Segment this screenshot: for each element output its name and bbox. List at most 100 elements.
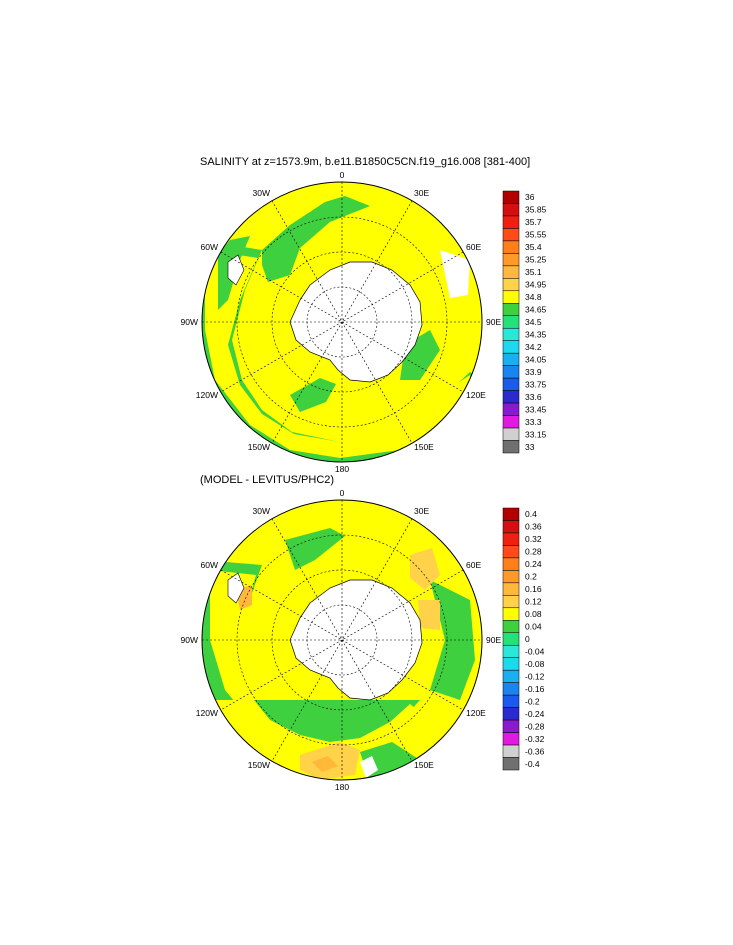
longitude-labels-2: 0 30E 60E 90E 120E 150E 180 150W 120W 90… bbox=[181, 488, 502, 792]
colorbar-swatch bbox=[502, 253, 520, 267]
colorbar-label: -0.24 bbox=[525, 709, 545, 719]
lon-label-120w-2: 120W bbox=[196, 708, 218, 718]
map-border bbox=[201, 181, 483, 463]
colorbar-swatch bbox=[502, 520, 520, 534]
colorbar-label: 33.6 bbox=[525, 392, 542, 402]
colorbar-swatch bbox=[502, 228, 520, 242]
meridian-120-2 bbox=[220, 569, 464, 711]
colorbar-label: 33.3 bbox=[525, 417, 542, 427]
lon-label-0-2: 0 bbox=[340, 488, 345, 498]
colorbar-label: -0.16 bbox=[525, 684, 545, 694]
colorbar-swatch bbox=[502, 732, 520, 746]
colorbar-label: 34.65 bbox=[525, 305, 547, 315]
colorbar-label: 34.05 bbox=[525, 354, 547, 364]
colorbar-label: -0.08 bbox=[525, 659, 545, 669]
colorbar-label: 33.75 bbox=[525, 379, 547, 389]
colorbar-label: 0.28 bbox=[525, 547, 542, 557]
colorbar-swatch bbox=[502, 340, 520, 354]
colorbar-swatch bbox=[502, 203, 520, 217]
colorbar-swatch bbox=[502, 377, 520, 391]
colorbar-swatch bbox=[502, 620, 520, 634]
colorbar-swatch bbox=[502, 582, 520, 596]
colorbar-swatch bbox=[502, 719, 520, 733]
colorbar-swatch bbox=[502, 595, 520, 609]
colorbar-swatch bbox=[502, 427, 520, 441]
lon-label-60e-2: 60E bbox=[466, 560, 481, 570]
meridian-60-2 bbox=[220, 569, 464, 711]
colorbar-swatch bbox=[502, 278, 520, 292]
lon-label-180-2: 180 bbox=[335, 782, 349, 792]
lon-label-90e-2: 90E bbox=[486, 635, 501, 645]
colorbar-label: -0.4 bbox=[525, 759, 540, 769]
colorbar-label: 33.15 bbox=[525, 429, 547, 439]
colorbar-swatch bbox=[502, 607, 520, 621]
colorbar-swatch bbox=[502, 215, 520, 229]
colorbar-label: 33.45 bbox=[525, 404, 547, 414]
colorbar-label: -0.28 bbox=[525, 721, 545, 731]
colorbar-label: 35.25 bbox=[525, 255, 547, 265]
green-region-east-2 bbox=[430, 580, 475, 700]
lon-label-150e: 150E bbox=[414, 442, 434, 452]
colorbar-label: 0.32 bbox=[525, 534, 542, 544]
yellow-band-2 bbox=[210, 570, 420, 760]
missing-data-patch bbox=[440, 250, 470, 298]
lon-label-150w-2: 150W bbox=[248, 760, 270, 770]
colorbar-label: 0 bbox=[525, 634, 530, 644]
colorbar-swatch bbox=[502, 507, 520, 521]
colorbar-swatch bbox=[502, 190, 520, 204]
map-border-2 bbox=[201, 499, 483, 781]
meridian-60 bbox=[220, 251, 464, 393]
difference-map: 0 30E 60E 90E 120E 150E 180 150W 120W 90… bbox=[181, 488, 545, 792]
lon-label-30e-2: 30E bbox=[414, 506, 429, 516]
orange-patch-2 bbox=[418, 600, 440, 630]
orange-patch-4 bbox=[312, 756, 338, 772]
colorbar-label: -0.04 bbox=[525, 646, 545, 656]
colorbar-swatch bbox=[502, 694, 520, 708]
missing-data-patch-2 bbox=[360, 756, 378, 778]
longitude-labels: 0 30E 60E 90E 120E 150E 180 150W 120W 90… bbox=[181, 170, 502, 474]
colorbar-swatch bbox=[502, 682, 520, 696]
meridian-150-2 bbox=[271, 518, 413, 762]
colorbar-swatch bbox=[502, 669, 520, 683]
difference-colorbar: 0.4 0.36 0.32 0.28 0.24 0.2 0.16 0.12 0.08 0.04 0 -… bbox=[502, 507, 545, 771]
panel-1-title: SALINITY at z=1573.9m, b.e11.B1850C5CN.f… bbox=[200, 156, 531, 168]
colorbar-swatch bbox=[502, 290, 520, 304]
orange-patch-1 bbox=[410, 548, 440, 590]
lon-label-60w-2: 60W bbox=[201, 560, 218, 570]
lon-label-150w: 150W bbox=[248, 442, 270, 452]
colorbar-label: 35.7 bbox=[525, 217, 542, 227]
colorbar-swatch bbox=[502, 757, 520, 771]
south-america-tip bbox=[227, 254, 245, 286]
green-region-weddell bbox=[262, 196, 370, 282]
salinity-map: 0 30E 60E 90E 120E 150E 180 150W 120W 90… bbox=[181, 170, 547, 474]
colorbar-label: 33 bbox=[525, 442, 535, 452]
colorbar-label: 35.85 bbox=[525, 205, 547, 215]
meridian-120 bbox=[220, 251, 464, 393]
colorbar-swatch bbox=[502, 352, 520, 366]
lon-label-90w-2: 90W bbox=[181, 635, 198, 645]
colorbar-swatch bbox=[502, 557, 520, 571]
meridian-150 bbox=[271, 200, 413, 444]
colorbar-swatch bbox=[502, 545, 520, 559]
colorbar-label: 0.4 bbox=[525, 509, 537, 519]
colorbar-swatch bbox=[502, 327, 520, 341]
colorbar-swatch bbox=[502, 657, 520, 671]
colorbar-label: 35.4 bbox=[525, 242, 542, 252]
lon-label-150e-2: 150E bbox=[414, 760, 434, 770]
lon-label-90w: 90W bbox=[181, 317, 198, 327]
colorbar-swatch bbox=[502, 440, 520, 454]
colorbar-swatch bbox=[502, 707, 520, 721]
colorbar-swatch bbox=[502, 365, 520, 379]
colorbar-label: 34.2 bbox=[525, 342, 542, 352]
colorbar-swatch bbox=[502, 240, 520, 254]
colorbar-swatch bbox=[502, 744, 520, 758]
lon-label-120w: 120W bbox=[196, 390, 218, 400]
colorbar-swatch bbox=[502, 303, 520, 317]
graticule bbox=[202, 182, 482, 462]
colorbar-swatch bbox=[502, 402, 520, 416]
colorbar-label: 34.95 bbox=[525, 280, 547, 290]
lon-label-120e: 120E bbox=[466, 390, 486, 400]
lon-label-30w-2: 30W bbox=[253, 506, 270, 516]
colorbar-label: 35.1 bbox=[525, 267, 542, 277]
